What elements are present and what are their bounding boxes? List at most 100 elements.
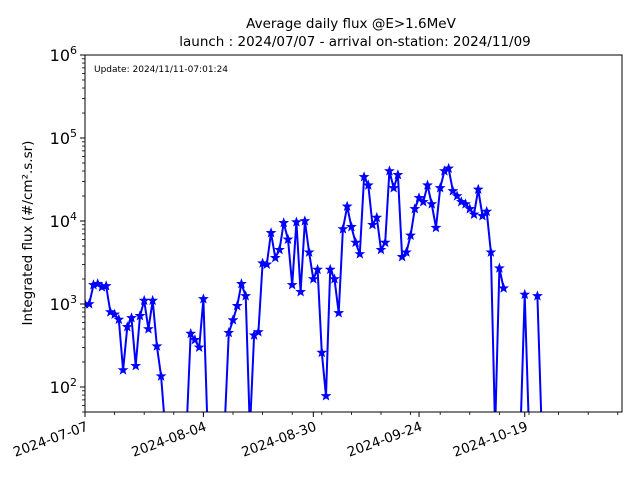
data-point-marker (274, 244, 285, 255)
data-point-marker (278, 217, 290, 228)
data-point-marker (100, 280, 112, 291)
data-point-marker (85, 298, 95, 309)
data-point-marker (434, 182, 446, 193)
y-tick-label: 105 (50, 127, 77, 148)
data-point-marker (485, 246, 497, 257)
data-point-marker (286, 279, 298, 290)
data-point-marker (337, 223, 349, 234)
data-point-marker (265, 227, 277, 238)
data-point-marker (388, 182, 400, 193)
data-point-marker (519, 288, 531, 300)
data-point-marker (252, 326, 264, 337)
data-point-marker (371, 211, 383, 223)
data-point-marker (350, 236, 361, 248)
data-point-marker (358, 171, 370, 182)
data-point-marker (151, 340, 163, 351)
data-point-marker (291, 216, 302, 227)
x-tick-label: 2024-08-04 (130, 419, 209, 461)
data-point-marker (333, 307, 345, 318)
data-point-marker (312, 263, 323, 275)
data-point-marker (113, 313, 125, 325)
data-point-marker (307, 273, 319, 284)
data-point-marker (447, 185, 459, 196)
data-point-marker (303, 246, 315, 257)
data-point-marker (362, 179, 374, 190)
y-tick-label: 103 (50, 293, 77, 314)
data-point-marker (269, 252, 281, 263)
data-point-marker (117, 364, 129, 375)
data-point-marker (189, 334, 201, 345)
plot-area (85, 162, 543, 412)
data-point-marker (367, 219, 378, 230)
y-axis-label: Integrated flux (#/cm².s.sr) (20, 141, 36, 326)
data-point-marker (104, 306, 116, 317)
data-point-marker (417, 196, 429, 207)
data-point-marker (493, 262, 505, 273)
data-point-marker (396, 251, 408, 262)
data-point-marker (236, 278, 247, 289)
data-point-marker (134, 310, 146, 321)
data-point-marker (468, 208, 480, 220)
data-point-marker (130, 360, 142, 371)
data-point-marker (223, 327, 235, 338)
data-point-marker (185, 327, 197, 339)
data-point-marker (392, 169, 404, 180)
data-point-marker (109, 308, 120, 319)
data-point-marker (409, 203, 421, 214)
chart-title-line2: launch : 2024/07/07 - arrival on-station… (179, 34, 531, 50)
data-point-marker (498, 282, 509, 293)
y-tick-label: 106 (50, 44, 77, 65)
data-point-marker (299, 215, 311, 226)
data-point-marker (227, 314, 239, 325)
data-point-marker (261, 258, 273, 269)
data-point-marker (426, 198, 438, 209)
data-point-marker (464, 203, 476, 214)
y-axis: 102 103 104 105 106 (50, 44, 85, 413)
data-point-marker (198, 293, 209, 304)
data-point-marker (320, 390, 332, 401)
data-point-marker (532, 290, 543, 301)
data-point-marker (460, 198, 471, 209)
data-point-marker (422, 179, 433, 190)
data-point-marker (282, 233, 294, 244)
data-point-marker (384, 165, 395, 176)
data-point-marker (126, 312, 137, 323)
data-point-marker (455, 196, 467, 207)
data-point-marker (329, 273, 340, 284)
data-point-marker (443, 162, 455, 174)
x-axis: 2024-07-07 2024-08-04 2024-08-30 2024-09-24… (11, 412, 619, 461)
chart-title-line1: Average daily flux @E>1.6MeV (246, 16, 456, 32)
data-point-marker (316, 346, 328, 358)
series-markers (85, 162, 543, 401)
data-point-marker (231, 300, 243, 311)
x-tick-label: 2024-10-19 (451, 419, 530, 461)
y-tick-label: 102 (50, 376, 77, 397)
data-point-marker (400, 246, 412, 257)
data-point-marker (413, 192, 425, 203)
data-point-marker (143, 323, 154, 334)
data-point-marker (193, 341, 205, 352)
y-axis-label-text: Integrated flux (#/cm².s.sr) (20, 141, 36, 326)
x-tick-label: 2024-07-07 (11, 419, 90, 461)
data-point-marker (405, 229, 416, 241)
data-point-marker (354, 248, 366, 259)
data-point-marker (155, 370, 167, 381)
data-point-marker (375, 244, 387, 255)
data-point-marker (346, 221, 357, 232)
x-tick-label: 2024-08-30 (239, 419, 318, 461)
data-point-marker (341, 200, 353, 211)
data-point-marker (240, 290, 252, 301)
data-point-marker (472, 183, 484, 195)
data-point-marker (295, 286, 307, 297)
data-point-marker (147, 294, 159, 306)
data-point-marker (451, 190, 463, 201)
data-point-marker (121, 321, 133, 332)
y-tick-label: 104 (50, 210, 77, 231)
data-point-marker (481, 205, 493, 217)
data-point-marker (430, 222, 442, 233)
update-note: Update: 2024/11/11-07:01:24 (94, 65, 228, 75)
data-point-marker (324, 263, 336, 275)
x-tick-label: 2024-09-24 (345, 419, 424, 461)
